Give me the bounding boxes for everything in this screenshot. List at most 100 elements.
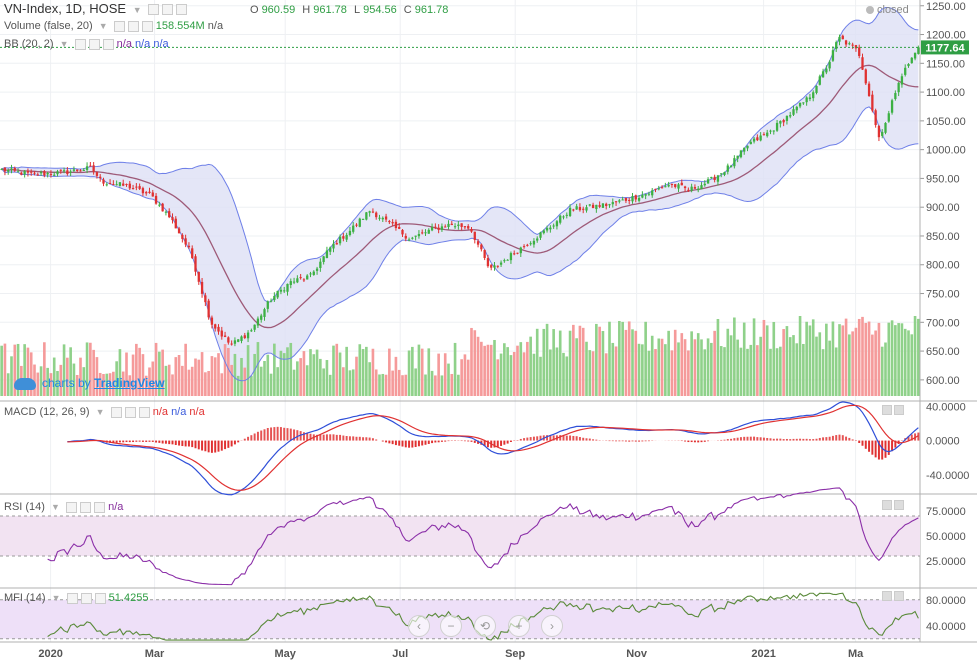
candle-body <box>407 239 411 241</box>
candle-body <box>194 256 197 272</box>
settings-icon[interactable] <box>127 20 139 32</box>
arrow-down-icon[interactable] <box>894 500 904 510</box>
chevron-down-icon[interactable]: ▼ <box>51 593 61 603</box>
volume-bar <box>496 359 500 396</box>
arrow-down-icon[interactable] <box>894 591 904 601</box>
volume-bar <box>223 344 227 396</box>
volume-bar <box>440 375 444 396</box>
candle-body <box>286 283 289 292</box>
volume-bar <box>259 366 263 396</box>
mfi-pane-controls[interactable] <box>880 591 904 605</box>
candle-body <box>562 216 565 218</box>
eye-icon[interactable] <box>66 501 78 513</box>
mfi-legend[interactable]: MFI (14) ▼ 51.4255 <box>4 591 148 605</box>
volume-bar <box>880 346 884 396</box>
rsi-pane-controls[interactable] <box>880 500 904 514</box>
volume-bar <box>263 361 266 396</box>
chevron-down-icon[interactable]: ▼ <box>132 5 142 15</box>
volume-bar <box>874 330 877 396</box>
volume-bar <box>243 367 247 396</box>
candle-body <box>743 147 746 152</box>
candle-body <box>890 100 894 113</box>
settings-icon[interactable] <box>80 592 92 604</box>
eye-icon[interactable] <box>148 4 160 16</box>
candle-body <box>312 271 315 275</box>
volume-bar <box>818 332 822 396</box>
eye-icon[interactable] <box>66 592 78 604</box>
rsi-legend[interactable]: RSI (14) ▼ n/a <box>4 500 123 514</box>
zoom-out-button[interactable]: − <box>440 615 462 637</box>
volume-bar <box>75 374 79 396</box>
close-icon[interactable] <box>141 20 153 32</box>
volume-bar <box>105 373 109 396</box>
settings-icon[interactable] <box>88 38 100 50</box>
arrow-up-icon[interactable] <box>882 591 892 601</box>
market-status: closed <box>866 3 909 17</box>
macd-pane-controls[interactable] <box>880 405 904 419</box>
arrow-down-icon[interactable] <box>894 405 904 415</box>
settings-icon[interactable] <box>162 4 174 16</box>
candle-body <box>641 194 644 198</box>
close-icon[interactable] <box>102 38 114 50</box>
volume-bar <box>900 323 904 396</box>
candle-body <box>805 97 808 103</box>
arrow-up-icon[interactable] <box>882 405 892 415</box>
candle-body <box>76 169 79 172</box>
volume-bar <box>135 343 138 396</box>
arrow-up-icon[interactable] <box>882 500 892 510</box>
volume-bar <box>98 372 102 396</box>
branding-link[interactable]: TradingView <box>94 376 165 390</box>
volume-bar <box>808 325 812 396</box>
close-icon[interactable] <box>94 501 106 513</box>
volume-bar <box>555 347 559 396</box>
candle-body <box>631 196 634 202</box>
eye-icon[interactable] <box>74 38 86 50</box>
candle-body <box>844 40 848 45</box>
candle-body <box>398 226 401 229</box>
chevron-down-icon[interactable]: ▼ <box>51 502 60 512</box>
chevron-down-icon[interactable]: ▼ <box>95 407 105 417</box>
bb-legend[interactable]: BB (20, 2) ▼ n/a n/a n/a <box>4 37 169 51</box>
close-icon[interactable] <box>138 406 150 418</box>
candle-body <box>243 335 246 338</box>
settings-icon[interactable] <box>80 501 92 513</box>
volume-bar <box>319 358 322 396</box>
volume-bar <box>539 356 542 396</box>
candle-body <box>453 226 457 228</box>
volume-bar <box>437 353 440 396</box>
candle-body <box>841 35 844 40</box>
volume-bar <box>121 371 125 396</box>
scroll-left-button[interactable]: ‹ <box>408 615 430 637</box>
volume-bar <box>739 347 743 396</box>
volume-bar <box>16 343 20 396</box>
settings-icon[interactable] <box>124 406 136 418</box>
close-icon[interactable] <box>94 592 106 604</box>
volume-bar <box>348 370 352 396</box>
volume-bar <box>184 343 187 396</box>
volume-bar <box>890 320 894 396</box>
eye-icon[interactable] <box>113 20 125 32</box>
reset-chart-button[interactable]: ⟲ <box>474 615 496 637</box>
candle-body <box>565 214 568 216</box>
scroll-right-button[interactable]: › <box>541 615 563 637</box>
volume-bar <box>532 353 536 396</box>
chevron-down-icon[interactable]: ▼ <box>98 21 108 31</box>
volume-bar <box>49 373 53 396</box>
y-tick-label: 1100.00 <box>926 87 965 99</box>
volume-bar <box>36 372 40 396</box>
y-tick-label: 1000.00 <box>926 145 966 157</box>
volume-legend[interactable]: Volume (false, 20) ▼ 158.554M n/a <box>4 19 223 33</box>
candle-body <box>230 343 233 345</box>
low-value: 954.56 <box>363 4 397 16</box>
volume-bar <box>802 343 805 396</box>
candle-body <box>733 158 736 167</box>
volume-bar <box>276 367 279 396</box>
zoom-in-button[interactable]: + <box>508 615 530 637</box>
candle-body <box>0 168 3 170</box>
macd-legend[interactable]: MACD (12, 26, 9) ▼ n/a n/a n/a <box>4 405 205 419</box>
candle-body <box>614 201 618 203</box>
tradingview-branding[interactable]: charts by TradingView <box>14 376 165 390</box>
chevron-down-icon[interactable]: ▼ <box>59 39 69 49</box>
eye-icon[interactable] <box>110 406 122 418</box>
close-icon[interactable] <box>176 4 188 16</box>
